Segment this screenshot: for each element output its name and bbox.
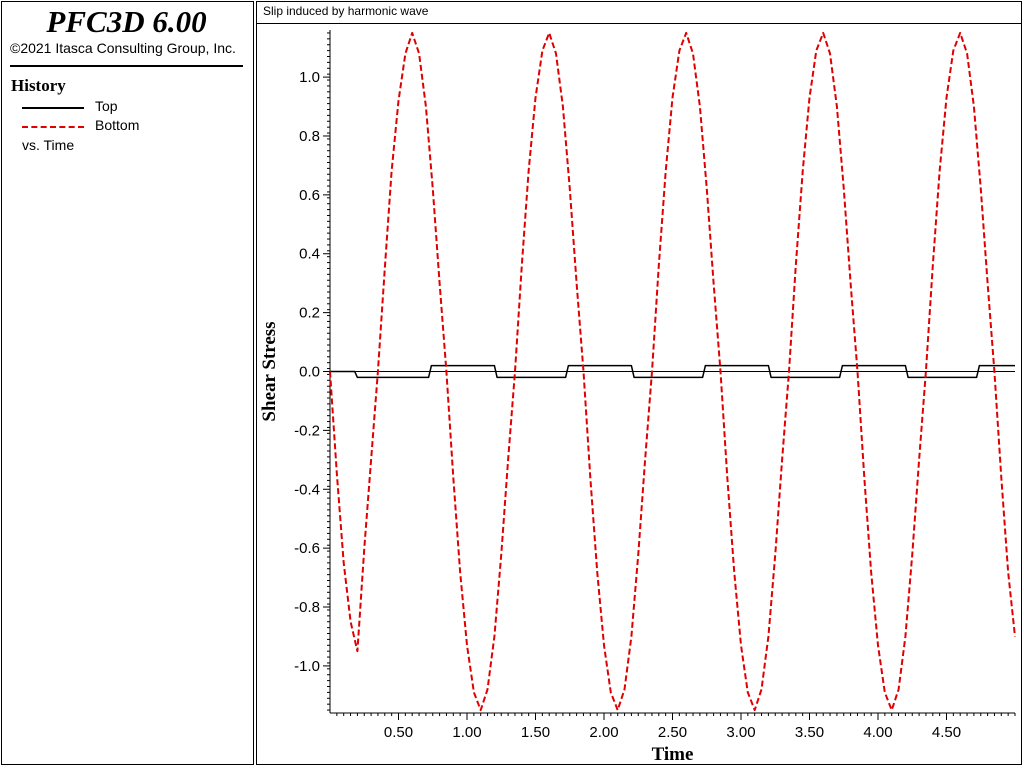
plot-title: Slip induced by harmonic wave	[263, 4, 429, 18]
legend-label-bottom: Bottom	[95, 117, 140, 133]
y-tick-label: 1.0	[299, 69, 320, 86]
x-axis-label: Time	[652, 744, 694, 765]
copyright-text: ©2021 Itasca Consulting Group, Inc.	[10, 40, 236, 56]
legend-label-top: Top	[95, 98, 118, 114]
x-tick-label: 1.00	[452, 724, 481, 741]
y-axis-label: Shear Stress	[259, 321, 280, 421]
x-tick-label: 3.00	[726, 724, 755, 741]
app-title: PFC3D 6.00	[46, 4, 207, 39]
y-tick-label: 0.4	[299, 246, 320, 263]
y-tick-label: 0.8	[299, 128, 320, 145]
x-tick-label: 3.50	[795, 724, 824, 741]
x-tick-label: 4.00	[863, 724, 892, 741]
legend-panel	[1, 1, 254, 765]
y-tick-label: -0.6	[294, 540, 320, 557]
series-top-line	[330, 364, 1015, 379]
x-tick-label: 4.50	[932, 724, 961, 741]
y-tick-label: -0.4	[294, 481, 320, 498]
x-tick-label: 0.50	[384, 724, 413, 741]
legend-vs-label: vs. Time	[22, 137, 75, 153]
y-tick-label: 0.2	[299, 305, 320, 322]
y-tick-label: 0.6	[299, 187, 320, 204]
y-tick-label: -0.2	[294, 422, 320, 439]
series-bottom-line	[329, 31, 1016, 712]
legend-divider	[10, 65, 243, 67]
legend-swatch-bottom	[22, 126, 84, 128]
x-tick-label: 2.50	[658, 724, 687, 741]
plot-title-rule	[257, 23, 1021, 24]
x-tick-label: 2.00	[589, 724, 618, 741]
y-tick-label: -0.8	[294, 599, 320, 616]
legend-swatch-top	[22, 107, 84, 109]
y-tick-label: -1.0	[294, 658, 320, 675]
x-tick-label: 1.50	[521, 724, 550, 741]
legend-heading: History	[11, 76, 66, 95]
plot-panel	[256, 1, 1022, 765]
y-tick-label: 0.0	[299, 364, 320, 381]
